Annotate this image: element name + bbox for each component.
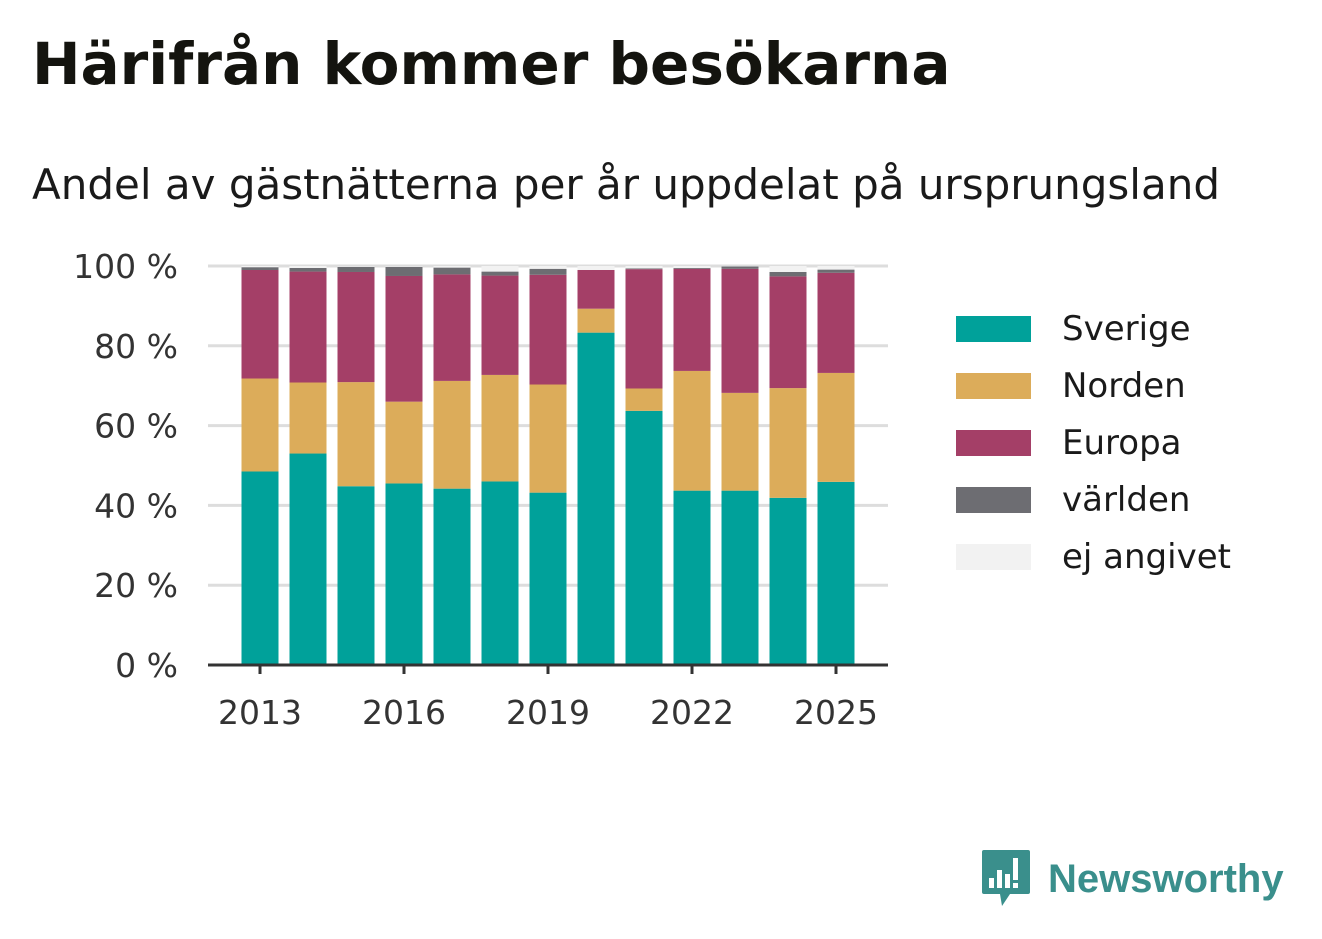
- bar-segment: [769, 388, 807, 498]
- bar-segment: [337, 382, 375, 487]
- bar-segment: [529, 274, 567, 385]
- bar-segment: [625, 410, 663, 665]
- y-tick-label: 0 %: [115, 646, 178, 685]
- legend-item: Norden: [956, 357, 1231, 414]
- bar-segment: [529, 384, 567, 493]
- legend-label: ej angivet: [1062, 536, 1231, 577]
- bar-segment: [433, 267, 471, 275]
- bar-segment: [721, 392, 759, 491]
- legend: Sverige Norden Europa världen ej angivet: [956, 300, 1231, 585]
- bar-segment: [433, 266, 471, 268]
- y-tick-label: 100 %: [73, 247, 178, 286]
- bar-segment: [673, 267, 711, 269]
- bar-segment: [241, 267, 279, 270]
- legend-item: ej angivet: [956, 528, 1231, 585]
- bar-segment: [337, 271, 375, 383]
- legend-label: Europa: [1062, 422, 1182, 463]
- bar-segment: [769, 271, 807, 277]
- bar-segment: [529, 266, 567, 269]
- bar-segment: [577, 266, 615, 270]
- x-tick-label: 2016: [362, 693, 446, 732]
- bar-segment: [337, 266, 375, 272]
- bar-segment: [673, 490, 711, 665]
- bar-segment: [241, 378, 279, 472]
- bar-segment: [289, 382, 327, 454]
- bar-segment: [289, 453, 327, 665]
- legend-label: världen: [1062, 479, 1191, 520]
- bar-segment: [481, 275, 519, 375]
- bar-segment: [577, 269, 615, 309]
- legend-item: Europa: [956, 414, 1231, 471]
- bar-segment: [433, 274, 471, 381]
- bar-segment: [337, 266, 375, 267]
- bar-segment: [481, 374, 519, 482]
- legend-swatch: [956, 543, 1031, 570]
- bar-segment: [385, 401, 423, 484]
- bar-segment: [769, 276, 807, 389]
- bar-segment: [481, 271, 519, 276]
- chart-title: Härifrån kommer besökarna: [32, 30, 951, 98]
- bar-segment: [433, 488, 471, 665]
- bar-segment: [817, 372, 855, 482]
- newsworthy-logo: Newsworthy: [980, 848, 1284, 910]
- bar-segment: [625, 268, 663, 270]
- bar-segment: [289, 267, 327, 272]
- bar-segment: [529, 492, 567, 665]
- newsworthy-logo-icon: [982, 850, 1030, 906]
- y-tick-label: 60 %: [94, 407, 178, 446]
- logo-text: Newsworthy: [1048, 856, 1284, 901]
- legend-swatch: [956, 372, 1031, 399]
- legend-swatch: [956, 429, 1031, 456]
- bar-segment: [817, 272, 855, 373]
- bars: [241, 266, 855, 665]
- bar-segment: [577, 332, 615, 665]
- bar-segment: [385, 275, 423, 402]
- bar-segment: [721, 266, 759, 269]
- bar-segment: [721, 268, 759, 393]
- bar-segment: [433, 380, 471, 489]
- bar-segment: [577, 308, 615, 333]
- x-tick-label: 2025: [794, 693, 878, 732]
- legend-item: världen: [956, 471, 1231, 528]
- bar-segment: [817, 481, 855, 665]
- bar-segment: [673, 370, 711, 491]
- y-tick-label: 20 %: [94, 566, 178, 605]
- bar-segment: [721, 490, 759, 665]
- chart-subtitle: Andel av gästnätterna per år uppdelat på…: [32, 160, 1220, 209]
- x-tick-label: 2013: [218, 693, 302, 732]
- bar-segment: [625, 269, 663, 389]
- bar-segment: [769, 497, 807, 665]
- bar-segment: [817, 266, 855, 270]
- bar-segment: [529, 268, 567, 275]
- bar-segment: [625, 388, 663, 411]
- legend-swatch: [956, 486, 1031, 513]
- bar-segment: [673, 266, 711, 268]
- bar-segment: [289, 266, 327, 268]
- bar-segment: [337, 486, 375, 665]
- x-tick-label: 2022: [650, 693, 734, 732]
- legend-label: Sverige: [1062, 308, 1191, 349]
- bar-segment: [673, 268, 711, 371]
- bar-segment: [241, 269, 279, 379]
- bar-segment: [241, 266, 279, 268]
- x-tick-label: 2019: [506, 693, 590, 732]
- axes: 0 % 20 % 40 % 60 % 80 % 100 % 2013 2016 2019 2022…: [73, 247, 888, 732]
- bar-segment: [817, 269, 855, 273]
- y-tick-label: 80 %: [94, 327, 178, 366]
- legend-swatch: [956, 315, 1031, 342]
- bar-segment: [385, 266, 423, 276]
- bar-segment: [625, 266, 663, 269]
- bar-segment: [481, 481, 519, 665]
- legend-item: Sverige: [956, 300, 1231, 357]
- bar-segment: [241, 471, 279, 665]
- bar-segment: [289, 271, 327, 383]
- y-tick-label: 40 %: [94, 486, 178, 525]
- bar-segment: [769, 266, 807, 272]
- bar-segment: [481, 266, 519, 272]
- legend-label: Norden: [1062, 365, 1186, 406]
- bar-segment: [385, 483, 423, 665]
- bar-segment: [385, 266, 423, 267]
